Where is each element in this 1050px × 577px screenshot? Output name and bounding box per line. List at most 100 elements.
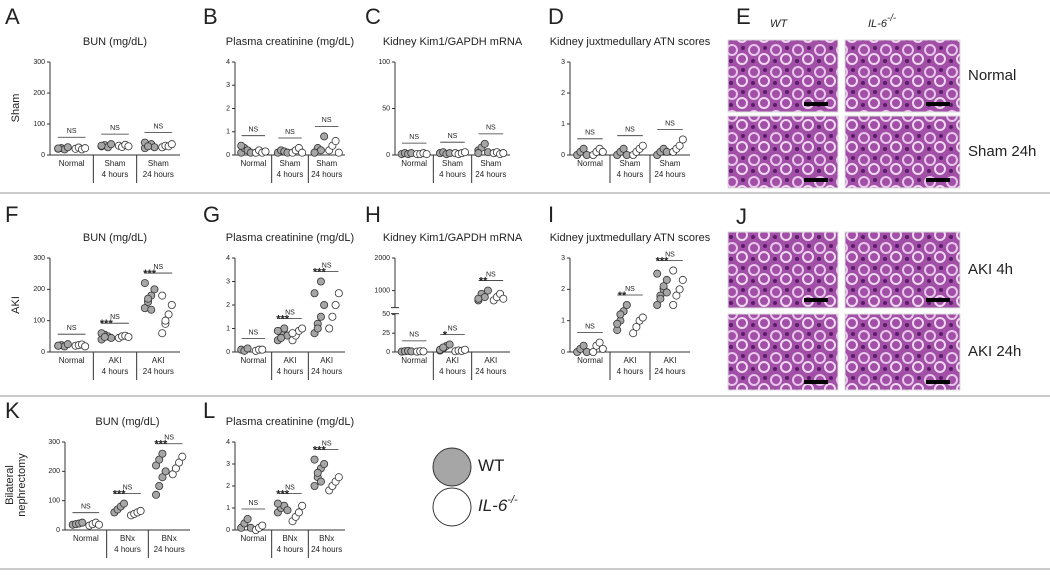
- x-tick-label: AKI: [624, 356, 637, 365]
- y-tick-label: 2: [226, 105, 230, 112]
- data-point: [316, 312, 325, 321]
- data-point: [613, 319, 622, 328]
- data-point: [283, 506, 292, 515]
- data-point: [119, 499, 128, 508]
- x-tick-label: AKI: [484, 356, 497, 365]
- axis-break: [391, 307, 399, 314]
- x-tick-label: 24 hours: [311, 367, 342, 376]
- data-point: [107, 140, 116, 149]
- row-label: Sham: [10, 94, 22, 123]
- data-point: [316, 277, 325, 286]
- legend-label: IL-6-/-: [478, 494, 518, 516]
- x-tick-label: 24 hours: [654, 367, 685, 376]
- y-tick-label: 4: [226, 255, 230, 262]
- y-tick-label: 0: [41, 349, 45, 356]
- y-tick-label: 2: [561, 90, 565, 97]
- histology-image: [727, 115, 839, 189]
- panel-title: BUN (mg/dL): [95, 416, 159, 428]
- data-point: [237, 141, 246, 150]
- y-tick-label: 25: [382, 330, 390, 337]
- row-label: Bilateralnephrectomy: [4, 453, 28, 517]
- data-point: [328, 312, 337, 321]
- histology-image: [844, 39, 961, 113]
- panel-title: Plasma creatinine (mg/dL): [226, 416, 354, 428]
- data-point: [158, 329, 167, 338]
- panel-title: Kidney Kim1/GAPDH mRNA: [383, 36, 523, 48]
- star-label: ***: [113, 489, 127, 501]
- data-point: [331, 137, 340, 146]
- x-tick-label: Normal: [240, 534, 266, 543]
- data-point: [678, 135, 687, 144]
- y-tick-label: 1: [561, 121, 565, 128]
- data-point: [675, 285, 684, 294]
- y-tick-label: 1: [561, 318, 565, 325]
- histology-row-label: Sham 24h: [968, 143, 1036, 160]
- data-point: [589, 347, 598, 356]
- data-point: [161, 467, 170, 476]
- data-point: [474, 294, 483, 303]
- scale-bar: [804, 178, 828, 182]
- sig-label: NS: [625, 127, 635, 134]
- data-point: [598, 147, 607, 156]
- sig-label: NS: [665, 251, 675, 258]
- data-point: [659, 282, 668, 291]
- header: WT: [770, 18, 788, 30]
- data-point: [656, 294, 665, 303]
- y-tick-label: 0: [561, 349, 565, 356]
- y-tick-label: 300: [33, 255, 45, 262]
- data-point: [158, 449, 167, 458]
- sig-label: NS: [585, 323, 595, 330]
- x-tick-label: 24 hours: [654, 170, 685, 179]
- data-point: [653, 269, 662, 278]
- star-label: ***: [313, 266, 327, 278]
- data-point: [320, 132, 329, 141]
- x-tick-label: Normal: [240, 356, 266, 365]
- data-point: [298, 324, 307, 333]
- x-tick-label: Sham: [105, 159, 126, 168]
- histology-image: [727, 231, 839, 309]
- data-point: [140, 279, 149, 288]
- sig-label: NS: [322, 117, 332, 124]
- sig-label: NS: [248, 500, 258, 507]
- histology-row-label: Normal: [968, 67, 1016, 84]
- data-point: [243, 344, 252, 353]
- data-point: [310, 148, 319, 157]
- x-tick-label: 4 hours: [439, 170, 466, 179]
- data-point: [579, 341, 588, 350]
- x-tick-label: AKI: [664, 356, 677, 365]
- sig-label: NS: [409, 134, 419, 141]
- data-point: [320, 459, 329, 468]
- data-point: [273, 326, 282, 335]
- data-point: [294, 508, 303, 517]
- x-tick-label: 4 hours: [102, 367, 129, 376]
- y-tick-label: 3: [561, 255, 565, 262]
- scale-bar: [926, 102, 950, 106]
- histology-image: [844, 115, 961, 189]
- x-tick-label: Sham: [316, 159, 337, 168]
- scale-bar: [926, 178, 950, 182]
- x-tick-label: AKI: [109, 356, 122, 365]
- x-tick-label: Sham: [660, 159, 681, 168]
- data-point: [124, 332, 133, 341]
- panel-letter: E: [736, 4, 751, 29]
- x-tick-label: 4 hours: [114, 545, 141, 554]
- data-point: [662, 288, 671, 297]
- x-tick-label: 24 hours: [311, 545, 342, 554]
- sig-label: NS: [81, 504, 91, 511]
- data-point: [619, 144, 628, 153]
- star-label: ***: [313, 445, 327, 457]
- separators: [0, 192, 1050, 570]
- star-label: **: [479, 275, 488, 287]
- sig-label: NS: [123, 484, 133, 491]
- x-tick-label: Normal: [401, 159, 427, 168]
- legend-swatch: [432, 447, 472, 487]
- header-text: WT: [770, 18, 788, 30]
- data-point: [579, 144, 588, 153]
- panel-title: Kidney juxtmedullary ATN scores: [550, 36, 711, 48]
- y-tick-label: 100: [378, 59, 390, 66]
- data-point: [54, 341, 63, 350]
- sig-label: NS: [153, 123, 163, 130]
- panel-title: Plasma creatinine (mg/dL): [226, 36, 354, 48]
- y-tick-label: 0: [56, 527, 60, 534]
- sig-label: NS: [67, 325, 77, 332]
